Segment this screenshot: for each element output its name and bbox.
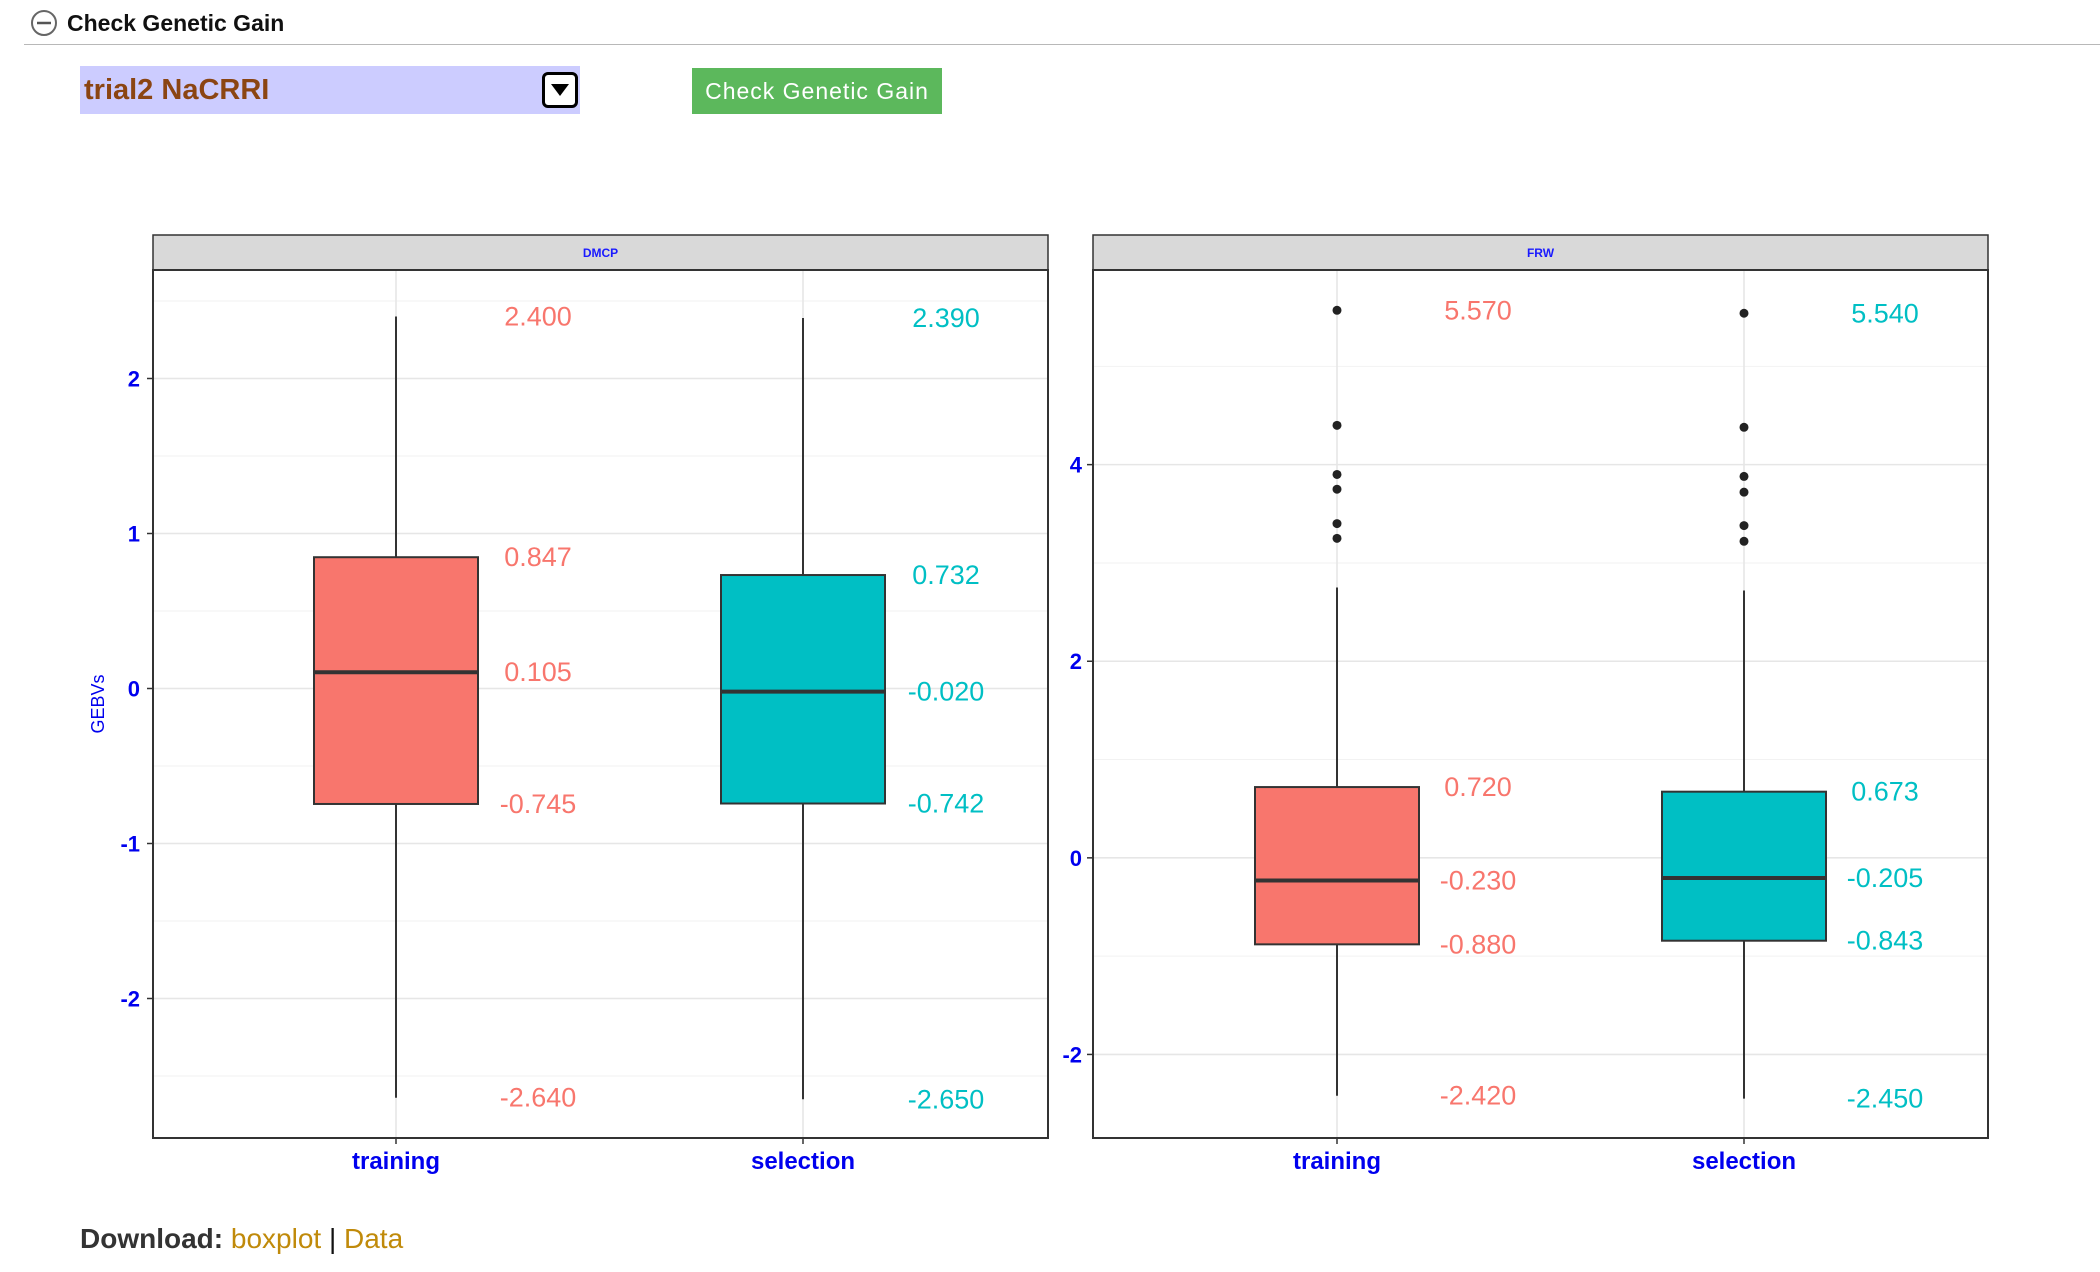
section-divider	[24, 44, 2100, 45]
x-tick-label: selection	[751, 1148, 855, 1175]
plot-background	[1093, 270, 1988, 1138]
value-label-q1: -0.843	[1847, 926, 1924, 956]
download-separator: |	[328, 1223, 337, 1254]
value-label-q1: -0.742	[908, 789, 985, 819]
outlier-point	[1739, 536, 1749, 546]
y-tick-label: -2	[1062, 1042, 1082, 1067]
y-axis-label: GEBVs	[88, 674, 108, 733]
outlier-point	[1332, 519, 1342, 529]
data-download-link[interactable]: Data	[344, 1223, 404, 1254]
y-tick-label: 0	[1070, 846, 1082, 871]
outlier-point	[1739, 521, 1749, 531]
x-tick-label: training	[352, 1148, 440, 1175]
box-iqr	[720, 574, 886, 805]
download-label: Download:	[80, 1223, 224, 1254]
value-label-median: -0.020	[908, 677, 985, 707]
dropdown-arrow-icon[interactable]	[542, 72, 578, 108]
collapse-minus-icon[interactable]	[29, 8, 59, 38]
value-label-min: -2.450	[1847, 1084, 1924, 1114]
y-tick-label: -2	[120, 987, 140, 1012]
outlier-point	[1332, 484, 1342, 494]
panel-border	[152, 269, 1049, 1139]
value-label-q3: 0.720	[1444, 772, 1512, 802]
y-tick-label: 1	[128, 522, 140, 547]
outlier-point	[1739, 487, 1749, 497]
y-tick-label: 2	[1070, 649, 1082, 674]
value-label-q1: -0.880	[1440, 929, 1517, 959]
panel-border	[1092, 269, 1989, 1139]
trial-select[interactable]: trial2 NaCRRI	[80, 66, 580, 114]
outlier-point	[1332, 533, 1342, 543]
value-label-min: -2.650	[908, 1084, 985, 1114]
facet-strip-label: DMCP	[583, 246, 618, 260]
value-label-median: -0.205	[1847, 863, 1924, 893]
section-header: Check Genetic Gain	[0, 0, 2100, 46]
check-genetic-gain-button[interactable]: Check Genetic Gain	[692, 68, 942, 114]
value-label-min: -2.640	[500, 1083, 577, 1113]
trial-select-value: trial2 NaCRRI	[84, 74, 270, 106]
value-label-q3: 0.847	[504, 542, 572, 572]
section-title: Check Genetic Gain	[67, 10, 285, 36]
boxplot-download-link[interactable]: boxplot	[230, 1223, 322, 1254]
value-label-max: 5.570	[1444, 295, 1512, 325]
value-label-q1: -0.745	[500, 789, 577, 819]
outlier-point	[1332, 469, 1342, 479]
outlier-point	[1739, 308, 1749, 318]
facet-panel-dmcp: DMCP 2.400 0.847 0.105 -0.745 -2.640 training 2…	[88, 234, 1049, 1175]
facet-panel-frw: FRW 5.570 0.720 -0.230 -0.880 -2.420 training 5…	[1062, 234, 1989, 1175]
value-label-q3: 0.732	[912, 560, 980, 590]
boxplot-selection: 5.540 0.673 -0.205 -0.843 -2.450	[1661, 298, 1924, 1114]
outlier-point	[1332, 305, 1342, 315]
y-tick-label: -1	[120, 832, 140, 857]
box-iqr	[313, 556, 479, 805]
facet-strip-label: FRW	[1527, 246, 1555, 260]
box-iqr	[1254, 786, 1420, 946]
value-label-max: 5.540	[1851, 298, 1919, 328]
y-tick-label: 2	[128, 367, 140, 392]
box-iqr	[1661, 790, 1827, 942]
boxplot-selection: 2.390 0.732 -0.020 -0.742 -2.650	[720, 303, 985, 1114]
value-label-q3: 0.673	[1851, 777, 1919, 807]
boxplot-training: 2.400 0.847 0.105 -0.745 -2.640	[313, 302, 577, 1113]
y-tick-label: 0	[128, 677, 140, 702]
value-label-max: 2.390	[912, 303, 980, 333]
value-label-min: -2.420	[1440, 1081, 1517, 1111]
outlier-point	[1739, 422, 1749, 432]
y-tick-label: 4	[1070, 453, 1083, 478]
outlier-point	[1739, 471, 1749, 481]
value-label-median: -0.230	[1440, 865, 1517, 895]
x-tick-label: selection	[1692, 1148, 1796, 1175]
plot-background	[153, 270, 1048, 1138]
value-label-max: 2.400	[504, 302, 572, 332]
x-tick-label: training	[1293, 1148, 1381, 1175]
download-row: Download: boxplot | Data	[80, 1219, 403, 1259]
boxplot-training: 5.570 0.720 -0.230 -0.880 -2.420	[1254, 295, 1517, 1111]
outlier-point	[1332, 420, 1342, 430]
value-label-median: 0.105	[504, 657, 572, 687]
facet-strip	[1092, 234, 1989, 271]
